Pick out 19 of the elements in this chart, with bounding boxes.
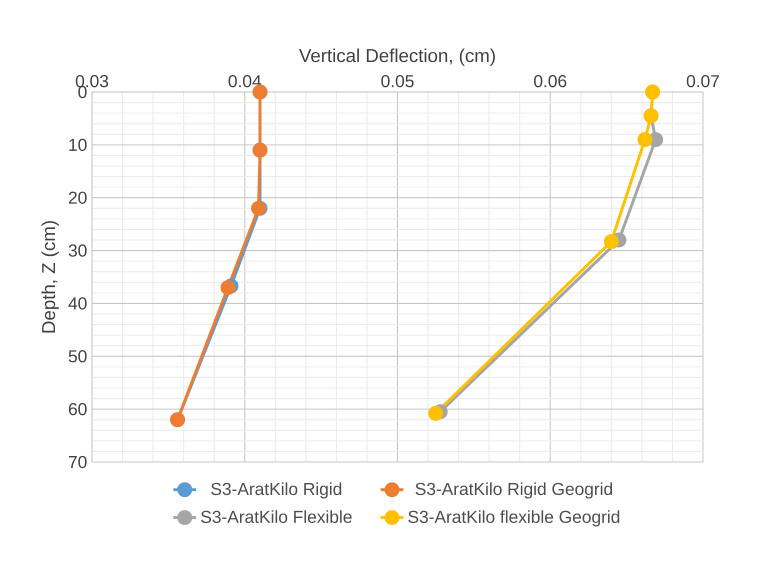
y-tick-label: 10 [69, 138, 87, 151]
x-tick-label: 0.07 [686, 75, 719, 88]
y-tick-label: 50 [68, 350, 87, 362]
legend-label: S3-AratKilo flexible Geogrid [408, 510, 620, 526]
x-tick-label: 0.06 [534, 75, 566, 88]
y-tick-label: 0 [78, 86, 87, 98]
y-tick-label: 40 [68, 297, 87, 310]
legend-label: S3-AratKilo Flexible [201, 510, 352, 524]
x-tick-label: 0.04 [228, 75, 262, 88]
x-tick-label: 0.05 [381, 75, 414, 88]
legend-label: S3-AratKilo Rigid Geogrid [416, 482, 612, 499]
y-tick-label: 20 [68, 192, 87, 204]
y-axis-title: Depth, Z (cm) [41, 221, 59, 333]
y-tick-label: 70 [68, 456, 87, 468]
x-axis-title: Vertical Deflection, (cm) [299, 48, 495, 66]
y-tick-label: 30 [68, 244, 87, 257]
y-tick-label: 60 [68, 402, 87, 416]
legend-label: S3-AratKilo Rigid [211, 482, 342, 499]
x-tick-label: 0.03 [76, 75, 108, 88]
